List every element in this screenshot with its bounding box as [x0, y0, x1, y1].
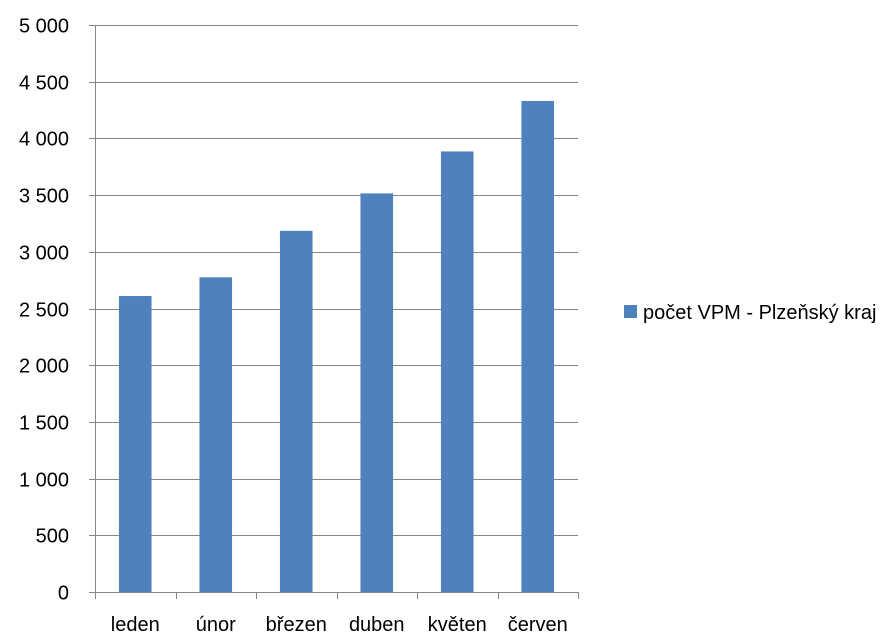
- x-tick-label: květen: [428, 614, 487, 636]
- y-tick-label: 1 500: [19, 413, 69, 435]
- axes: [89, 25, 579, 599]
- x-tick-label: červen: [508, 614, 568, 636]
- legend-swatch: [624, 305, 637, 318]
- bar: [360, 193, 394, 593]
- bar: [279, 230, 313, 593]
- y-tick-label: 3 000: [19, 243, 69, 265]
- y-tick-label: 2 000: [19, 356, 69, 378]
- bar: [118, 296, 152, 592]
- x-tick-label: leden: [111, 614, 160, 636]
- x-tick-label: únor: [196, 614, 236, 636]
- bar: [440, 151, 474, 593]
- y-tick-label: 500: [36, 526, 69, 548]
- bar: [199, 277, 233, 592]
- x-tick-label: březen: [266, 614, 327, 636]
- x-tick-label: duben: [349, 614, 405, 636]
- y-tick-label: 3 500: [19, 186, 69, 208]
- legend-label: počet VPM - Plzeňský kraj: [643, 302, 877, 324]
- bars: [118, 100, 555, 593]
- gridlines: [95, 25, 578, 536]
- y-tick-label: 4 000: [19, 129, 69, 151]
- legend: počet VPM - Plzeňský kraj: [624, 298, 879, 328]
- y-tick-label: 2 500: [19, 300, 69, 322]
- y-tick-label: 4 500: [19, 73, 69, 95]
- y-tick-label: 5 000: [19, 16, 69, 38]
- y-tick-label: 1 000: [19, 470, 69, 492]
- y-tick-label: 0: [58, 583, 69, 605]
- x-axis-tick-labels: leden únor březen duben květen červen: [111, 614, 568, 636]
- y-axis-tick-labels: 0 500 1 000 1 500 2 000 2 500 3 000 3 500 4 000 4…: [19, 16, 69, 605]
- bar: [521, 100, 555, 592]
